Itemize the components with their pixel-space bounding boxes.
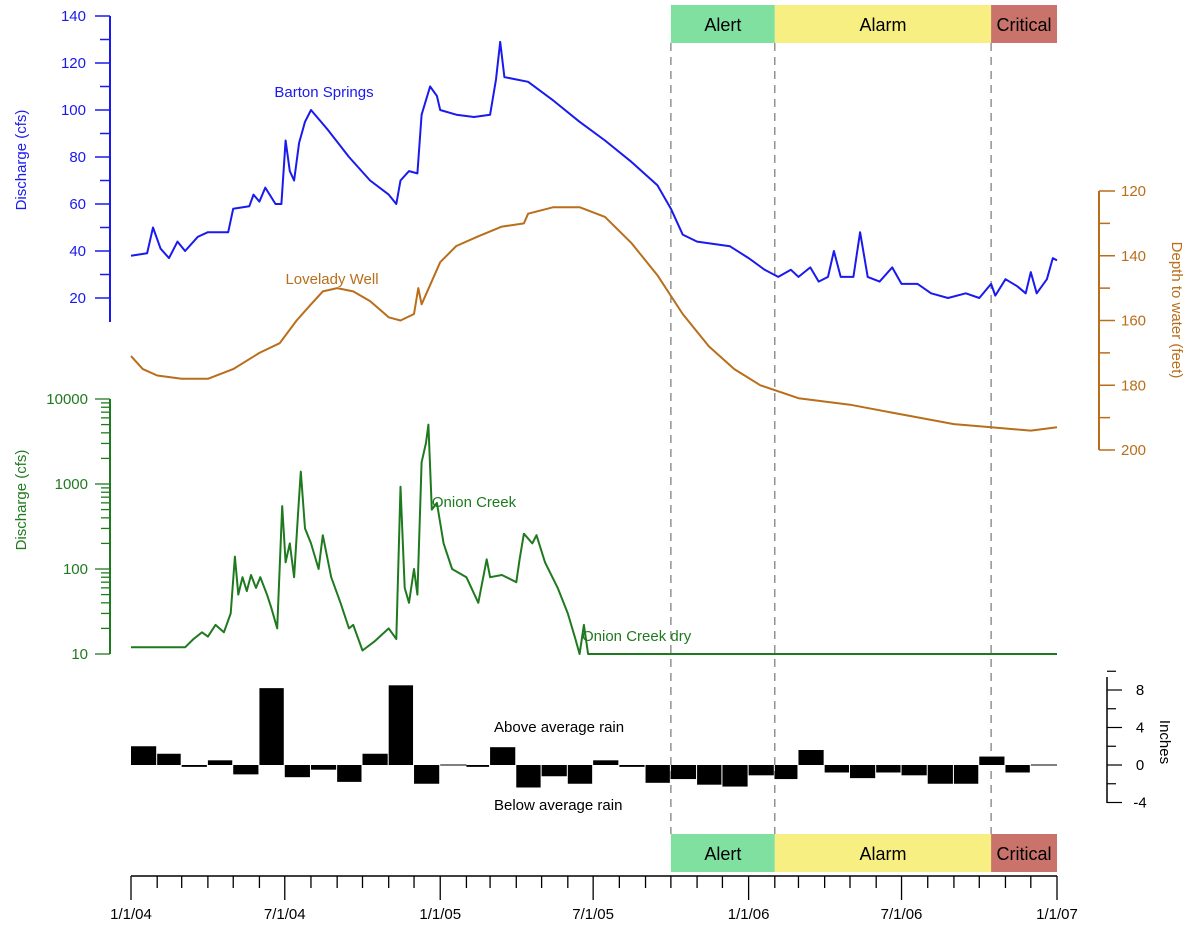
onion-creek-y-tick-label: 1000 bbox=[55, 476, 88, 493]
rainfall-bars bbox=[131, 685, 1057, 788]
rain-bar bbox=[233, 765, 259, 775]
rain-bar bbox=[901, 765, 927, 776]
above-average-rain-label: Above average rain bbox=[494, 719, 624, 736]
rain-bar bbox=[619, 765, 645, 767]
rain-bar bbox=[131, 746, 157, 765]
rain-bar bbox=[388, 685, 414, 765]
barton-springs-y-tick-label: 20 bbox=[69, 290, 86, 307]
onion-creek-line bbox=[131, 423, 1057, 655]
rain-y-tick-label: -4 bbox=[1133, 795, 1146, 812]
rain-bar bbox=[824, 765, 850, 773]
stage-label-critical-top: Critical bbox=[997, 15, 1052, 35]
stage-band-critical-top bbox=[991, 5, 1057, 43]
rain-bar bbox=[181, 765, 207, 767]
lovelady-well-series-label: Lovelady Well bbox=[285, 271, 378, 288]
lovelady-well-y-tick-label: 180 bbox=[1121, 377, 1146, 394]
lovelady-well-y-tick-label: 120 bbox=[1121, 183, 1146, 200]
rain-bar bbox=[516, 765, 541, 788]
lovelady-well-y-tick-label: 200 bbox=[1121, 442, 1146, 459]
stage-label-alarm-bottom: Alarm bbox=[859, 844, 906, 864]
barton-springs-y-tick-label: 120 bbox=[61, 55, 86, 72]
rain-bar bbox=[798, 750, 824, 765]
barton-springs-y-tick-label: 140 bbox=[61, 8, 86, 25]
stage-band-alarm-top bbox=[774, 5, 992, 43]
time-x-tick-label: 1/1/04 bbox=[110, 906, 152, 923]
rain-bar bbox=[774, 765, 798, 780]
rain-bar bbox=[157, 753, 181, 765]
stage-label-critical-bottom: Critical bbox=[997, 844, 1052, 864]
onion-creek-dry-label: Onion Creek dry bbox=[582, 628, 692, 645]
rain-bar bbox=[207, 760, 233, 765]
rain-bar bbox=[748, 765, 774, 776]
rain-bar bbox=[850, 765, 876, 779]
rain-bar bbox=[362, 753, 388, 765]
stage-band-critical-bottom bbox=[991, 834, 1057, 872]
stage-label-alert-top: Alert bbox=[704, 15, 741, 35]
lovelady-well-y-tick-label: 160 bbox=[1121, 313, 1146, 330]
stage-band-alert-bottom bbox=[670, 834, 775, 872]
onion-creek-ylabel: Discharge (cfs) bbox=[13, 450, 30, 551]
lovelady-well-line bbox=[130, 206, 1058, 432]
time-x-tick-label: 7/1/04 bbox=[264, 906, 306, 923]
barton-springs-line bbox=[130, 40, 1058, 299]
barton-springs-y-tick-label: 40 bbox=[69, 243, 86, 260]
rain-y-tick-label: 4 bbox=[1136, 720, 1144, 737]
onion-creek-y-tick-label: 100 bbox=[63, 561, 88, 578]
rain-bar bbox=[876, 765, 901, 773]
rain-bar bbox=[310, 765, 337, 770]
barton-springs-series-label: Barton Springs bbox=[274, 84, 373, 101]
rain-ylabel: Inches bbox=[1156, 720, 1173, 764]
onion-creek-series-label: Onion Creek bbox=[432, 494, 517, 511]
rain-bar bbox=[645, 765, 670, 783]
rain-y-tick-label: 0 bbox=[1136, 757, 1144, 774]
barton-springs-ylabel: Discharge (cfs) bbox=[13, 110, 30, 211]
rain-bar bbox=[979, 756, 1005, 765]
rain-bar bbox=[466, 765, 490, 767]
rain-bar bbox=[567, 765, 593, 784]
time-x-tick-label: 1/1/05 bbox=[419, 906, 461, 923]
rain-bar bbox=[284, 765, 310, 778]
rain-bar bbox=[1005, 765, 1030, 773]
onion-creek-y-tick-label: 10000 bbox=[46, 391, 88, 408]
rain-bar bbox=[927, 765, 953, 784]
rain-bar bbox=[490, 747, 516, 765]
rain-bar bbox=[337, 765, 362, 782]
barton-springs-y-tick-label: 60 bbox=[69, 196, 86, 213]
lovelady-well-y-tick-label: 140 bbox=[1121, 248, 1146, 265]
rain-bar bbox=[414, 765, 440, 784]
time-x-tick-label: 1/1/07 bbox=[1036, 906, 1078, 923]
stage-band-alert-top bbox=[670, 5, 775, 43]
stage-label-alarm-top: Alarm bbox=[859, 15, 906, 35]
lovelady-well-ylabel: Depth to water (feet) bbox=[1168, 242, 1185, 379]
time-x-tick-label: 7/1/05 bbox=[572, 906, 614, 923]
rain-bar bbox=[670, 765, 697, 780]
rain-bar bbox=[697, 765, 722, 785]
rain-bar bbox=[259, 688, 284, 765]
rain-bar bbox=[541, 765, 567, 777]
axes: 2040608010012014012014016018020010100100… bbox=[46, 8, 1146, 923]
time-x-tick-label: 7/1/06 bbox=[881, 906, 923, 923]
stage-bands: Alert Alert Alarm Alarm Critical Critical bbox=[670, 5, 1057, 872]
series-lines bbox=[130, 40, 1058, 655]
rain-bar bbox=[593, 760, 619, 765]
stage-band-alarm-bottom bbox=[774, 834, 992, 872]
stage-label-alert-bottom: Alert bbox=[704, 844, 741, 864]
time-x-tick-label: 1/1/06 bbox=[728, 906, 770, 923]
below-average-rain-label: Below average rain bbox=[494, 797, 622, 814]
barton-springs-y-tick-label: 80 bbox=[69, 149, 86, 166]
onion-creek-y-tick-label: 10 bbox=[71, 646, 88, 663]
rain-bar bbox=[953, 765, 979, 784]
rain-y-tick-label: 8 bbox=[1136, 682, 1144, 699]
barton-springs-y-tick-label: 100 bbox=[61, 102, 86, 119]
rain-bar bbox=[722, 765, 748, 787]
